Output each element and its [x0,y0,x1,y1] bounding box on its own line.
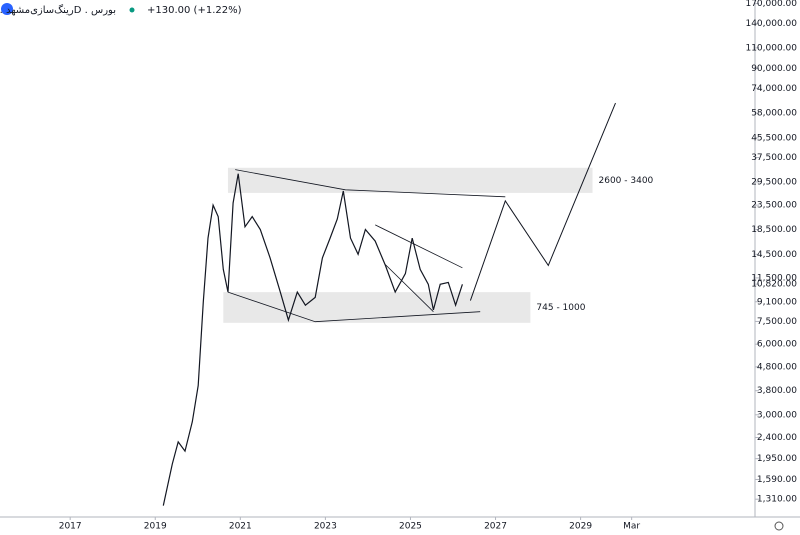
price-change: +130.00 (+1.22%) [147,5,242,16]
y-tick-label: 37,500.00 [751,153,797,163]
symbol-icon[interactable] [1,3,13,15]
x-tick-label: 2029 [569,522,592,532]
price-line [469,102,616,301]
x-tick-label: 2025 [399,522,422,532]
zone-label: 2600 - 3400 [599,176,654,186]
settings-icon[interactable] [774,521,784,531]
y-tick-label: 7,500.00 [757,317,797,327]
x-tick-label: 2023 [314,522,337,532]
y-tick-label: 10,820.00 [751,280,797,290]
price-line [162,173,463,506]
x-tick-label: 2027 [484,522,507,532]
y-tick-label: 90,000.00 [751,64,797,74]
y-tick-label: 11,500.00 [751,273,797,283]
zone-box [227,167,593,193]
y-tick-label: 6,000.00 [757,340,797,350]
y-tick-label: 9,100.00 [757,297,797,307]
y-tick-label: 2,400.00 [757,433,797,443]
y-tick-label: 58,000.00 [751,109,797,119]
y-tick-label: 18,500.00 [751,225,797,235]
x-tick-label: 2017 [59,522,82,532]
y-tick-label: 3,800.00 [757,386,797,396]
x-tick-label: 2021 [229,522,252,532]
trend-line [235,169,506,198]
y-tick-label: 1,310.00 [757,495,797,505]
y-tick-label: 74,000.00 [751,84,797,94]
trend-line [227,291,481,323]
y-tick-label: 14,500.00 [751,250,797,260]
y-tick-label: 45,500.00 [751,133,797,143]
symbol-title[interactable]: رینگ‌سازی‌مشهد . 1D . بورس [0,4,116,16]
y-tick-label: 170,000.00 [745,0,797,9]
trend-line [375,224,463,269]
y-tick-label: 3,000.00 [757,410,797,420]
y-tick-label: 1,590.00 [757,475,797,485]
y-tick-label: 1,950.00 [757,454,797,464]
y-tick-label: 23,500.00 [751,201,797,211]
x-tick-label: Mar [623,522,640,532]
y-tick-label: 140,000.00 [745,19,797,29]
status-dot [129,7,135,13]
y-tick-label: 4,800.00 [757,362,797,372]
y-tick-label: 29,500.00 [751,177,797,187]
x-tick-label: 2019 [144,522,167,532]
y-tick-label: 110,000.00 [745,43,797,53]
trend-line [385,264,434,312]
zone-label: 745 - 1000 [536,303,585,313]
plot-area: 2600 - 3400 745 - 1000 [162,102,654,506]
